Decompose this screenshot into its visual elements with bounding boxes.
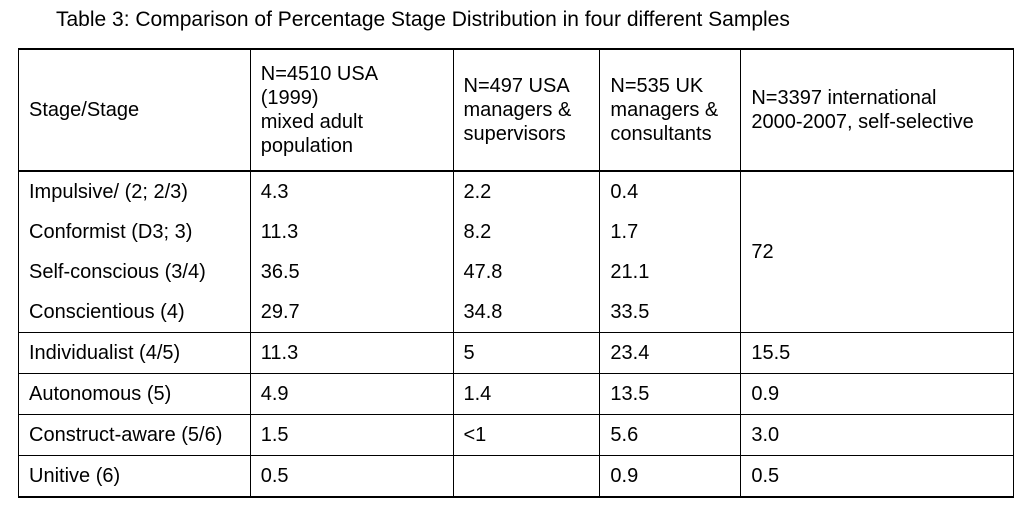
uk-managers-cell: 33.5 xyxy=(599,292,742,333)
international-cell: 0.9 xyxy=(740,373,1014,415)
header-uk-managers: N=535 UK managers & consultants xyxy=(599,48,742,172)
usa-1999-cell: 4.3 xyxy=(249,170,454,212)
stage-cell: Conscientious (4) xyxy=(18,292,251,333)
usa-1999-cell: 4.9 xyxy=(249,373,454,415)
international-cell: 0.5 xyxy=(740,455,1014,498)
table-row: Conformist (D3; 3) 11.3 8.2 1.7 xyxy=(18,212,1014,252)
usa-managers-cell: <1 xyxy=(452,414,601,456)
usa-managers-cell: 34.8 xyxy=(452,292,601,333)
table-caption: Table 3: Comparison of Percentage Stage … xyxy=(56,8,790,31)
stage-cell: Impulsive/ (2; 2/3) xyxy=(18,170,251,212)
stage-distribution-table: Stage/Stage N=4510 USA (1999) mixed adul… xyxy=(18,48,1014,498)
uk-managers-cell: 1.7 xyxy=(599,212,742,252)
table-row: Self-conscious (3/4) 36.5 47.8 21.1 xyxy=(18,252,1014,292)
usa-managers-cell xyxy=(452,455,601,498)
usa-managers-cell: 2.2 xyxy=(452,170,601,212)
header-international: N=3397 international 2000-2007, self-sel… xyxy=(740,48,1014,172)
table-row: Construct-aware (5/6) 1.5 <1 5.6 3.0 xyxy=(18,414,1014,456)
usa-1999-cell: 1.5 xyxy=(249,414,454,456)
header-usa-1999: N=4510 USA (1999) mixed adult population xyxy=(249,48,454,172)
stage-cell: Self-conscious (3/4) xyxy=(18,252,251,292)
usa-1999-cell: 11.3 xyxy=(249,332,454,374)
stage-cell: Unitive (6) xyxy=(18,455,251,498)
international-cell: 15.5 xyxy=(740,332,1014,374)
uk-managers-cell: 5.6 xyxy=(599,414,742,456)
uk-managers-cell: 23.4 xyxy=(599,332,742,374)
stage-cell: Autonomous (5) xyxy=(18,373,251,415)
usa-1999-cell: 36.5 xyxy=(249,252,454,292)
usa-1999-cell: 0.5 xyxy=(249,455,454,498)
uk-managers-cell: 13.5 xyxy=(599,373,742,415)
header-stage: Stage/Stage xyxy=(18,48,251,172)
table-row: Autonomous (5) 4.9 1.4 13.5 0.9 xyxy=(18,373,1014,415)
usa-managers-cell: 1.4 xyxy=(452,373,601,415)
stage-cell: Conformist (D3; 3) xyxy=(18,212,251,252)
uk-managers-cell: 21.1 xyxy=(599,252,742,292)
table-row: Conscientious (4) 29.7 34.8 33.5 xyxy=(18,292,1014,333)
international-merged-cell: 72 xyxy=(740,170,1014,333)
usa-managers-cell: 5 xyxy=(452,332,601,374)
stage-cell: Individualist (4/5) xyxy=(18,332,251,374)
stage-cell: Construct-aware (5/6) xyxy=(18,414,251,456)
usa-1999-cell: 29.7 xyxy=(249,292,454,333)
usa-managers-cell: 8.2 xyxy=(452,212,601,252)
header-usa-managers: N=497 USA managers & supervisors xyxy=(452,48,601,172)
table-row: Unitive (6) 0.5 0.9 0.5 xyxy=(18,455,1014,498)
header-row: Stage/Stage N=4510 USA (1999) mixed adul… xyxy=(18,48,1014,172)
international-cell: 3.0 xyxy=(740,414,1014,456)
uk-managers-cell: 0.9 xyxy=(599,455,742,498)
usa-1999-cell: 11.3 xyxy=(249,212,454,252)
table-row: Impulsive/ (2; 2/3) 4.3 2.2 0.4 72 xyxy=(18,170,1014,333)
table-row: Individualist (4/5) 11.3 5 23.4 15.5 xyxy=(18,332,1014,374)
usa-managers-cell: 47.8 xyxy=(452,252,601,292)
uk-managers-cell: 0.4 xyxy=(599,170,742,212)
